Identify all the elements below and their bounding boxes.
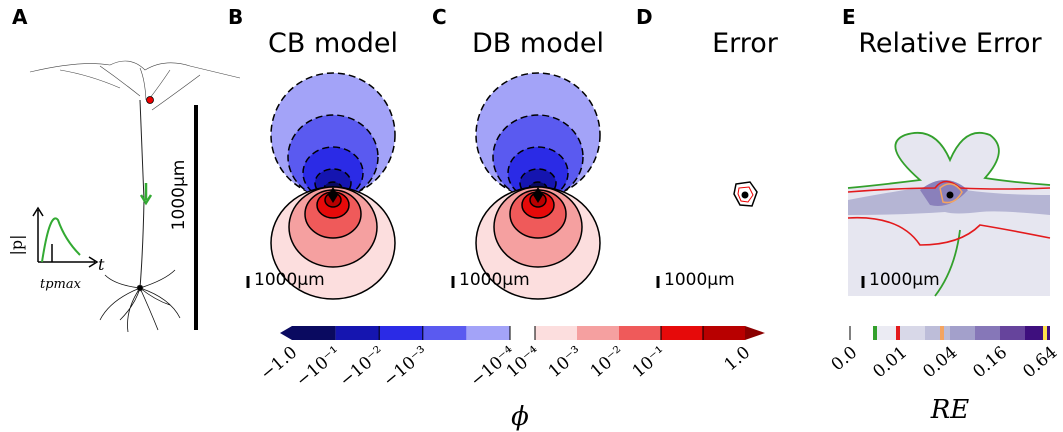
colorbar-level [873, 326, 877, 340]
synapse [146, 96, 154, 104]
panel-title: Relative Error [858, 28, 1042, 59]
colorbar-segment [925, 326, 950, 340]
colorbar-segment [975, 326, 1000, 340]
colorbar-label: ϕ [511, 402, 529, 432]
colorbar-tick-label: 1.0 [721, 343, 755, 376]
colorbar-segment [422, 326, 467, 340]
colorbar-tick-label: 10⁻² [587, 343, 629, 382]
scale-label: 1000μm [459, 270, 530, 290]
colorbar-segment [703, 326, 745, 340]
panel-title: CB model [268, 28, 398, 59]
dipole [533, 187, 543, 203]
colorbar-tick-label: 10⁻³ [545, 343, 587, 382]
inset-y-label: |p| [7, 234, 26, 255]
colorbar-segment [1000, 326, 1025, 340]
colorbar-tick-label: −10⁻¹ [292, 343, 344, 392]
colorbar-tick-label: 10⁻¹ [629, 343, 671, 382]
colorbar-extend [280, 326, 292, 340]
colorbar-segment [292, 326, 336, 340]
colorbar-tick-label: 0.64 [1019, 343, 1061, 383]
inset-x-label: t [98, 255, 105, 274]
colorbar-level [896, 326, 900, 340]
colorbar-segment [379, 326, 423, 340]
colorbar-level [1043, 326, 1047, 340]
colorbar-tick-label: 0.04 [919, 343, 961, 383]
colorbar-segment [875, 326, 900, 340]
panel-letter: D [636, 5, 653, 29]
panel-letter: A [12, 5, 28, 29]
dipole [328, 187, 338, 203]
panel-title: DB model [472, 28, 604, 59]
colorbar-tick-label: 0.0 [828, 343, 862, 376]
colorbar-label: RE [930, 395, 970, 425]
colorbar-tick-label: −10⁻³ [380, 343, 432, 392]
arrow [139, 183, 153, 206]
scale-label: 1000μm [169, 160, 189, 231]
colorbar-tick-label: −10⁻² [336, 343, 388, 392]
relative-error-map [847, 130, 1051, 297]
colorbar-segment [900, 326, 925, 340]
colorbar-segment [535, 326, 577, 340]
panel-letter: E [842, 5, 856, 29]
panel-title: Error [712, 28, 779, 59]
scale-label: 1000μm [869, 270, 940, 290]
colorbar-segment [850, 326, 875, 340]
scale-label: 1000μm [664, 270, 735, 290]
colorbar-segment [950, 326, 975, 340]
colorbar-segment [661, 326, 703, 340]
error-contour [733, 181, 758, 207]
colorbar-segment [335, 326, 380, 340]
colorbar-tick-label: 0.16 [969, 343, 1011, 383]
colorbar-level [940, 326, 944, 340]
colorbar-extend [745, 326, 765, 340]
inset-t-label: tpmax [40, 277, 82, 292]
panel-letter: C [432, 5, 447, 29]
colorbar-tick-label: 0.01 [869, 343, 911, 383]
colorbar-segment [619, 326, 661, 340]
scale-label: 1000μm [254, 270, 325, 290]
inset [32, 206, 99, 268]
colorbar-segment [466, 326, 510, 340]
colorbar-segment [577, 326, 619, 340]
panel-letter: B [228, 5, 243, 29]
